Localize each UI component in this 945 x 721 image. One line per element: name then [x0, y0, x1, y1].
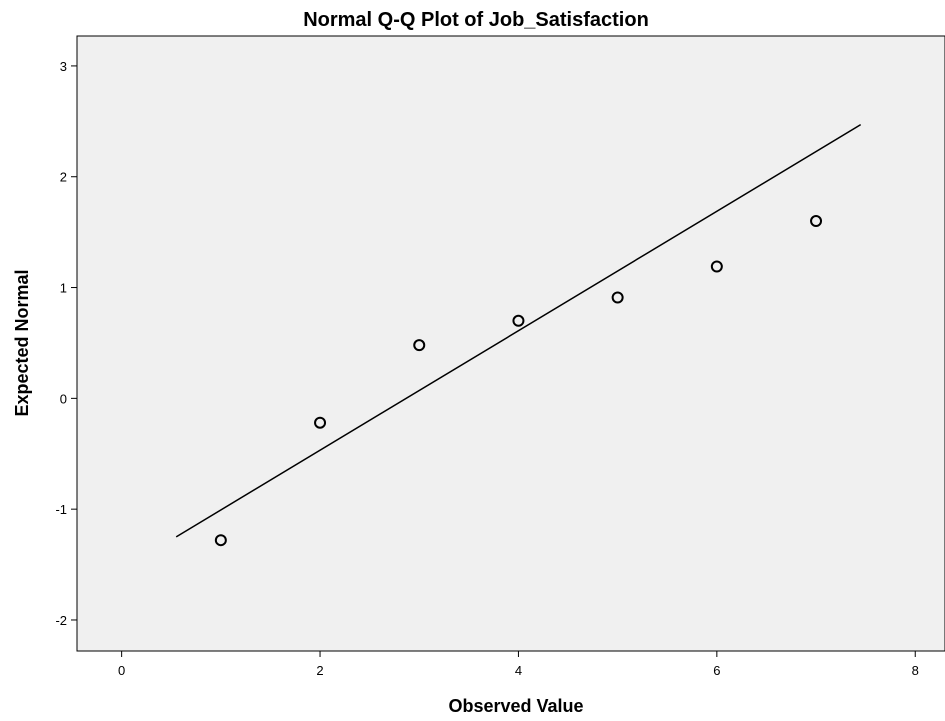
data-point [611, 291, 624, 304]
y-tick-label: 2 [60, 170, 67, 185]
x-axis-label: Observed Value [448, 696, 583, 716]
y-axis: -2 -1 0 1 2 3 [55, 59, 77, 628]
y-axis-label: Expected Normal [12, 269, 32, 416]
plot-area [76, 35, 945, 652]
y-tick-label: 1 [60, 281, 67, 296]
data-point [314, 416, 327, 429]
x-tick-label: 6 [713, 663, 720, 678]
data-point [214, 534, 227, 547]
y-tick-label: 0 [60, 391, 67, 406]
y-tick-label: 3 [60, 59, 67, 74]
data-point [710, 260, 723, 273]
y-tick-label: -2 [55, 613, 67, 628]
reference-line [175, 124, 862, 538]
data-points [214, 215, 823, 547]
x-tick-label: 2 [316, 663, 323, 678]
x-tick-label: 4 [515, 663, 522, 678]
y-tick-label: -1 [55, 502, 67, 517]
chart-title: Normal Q-Q Plot of Job_Satisfaction [303, 9, 649, 31]
data-point [413, 339, 426, 352]
x-tick-label: 8 [912, 663, 919, 678]
x-tick-label: 0 [118, 663, 125, 678]
x-axis: 0 2 4 6 8 [118, 651, 919, 678]
data-point [810, 215, 823, 228]
data-point [512, 314, 525, 327]
reference-line-group [175, 124, 862, 538]
